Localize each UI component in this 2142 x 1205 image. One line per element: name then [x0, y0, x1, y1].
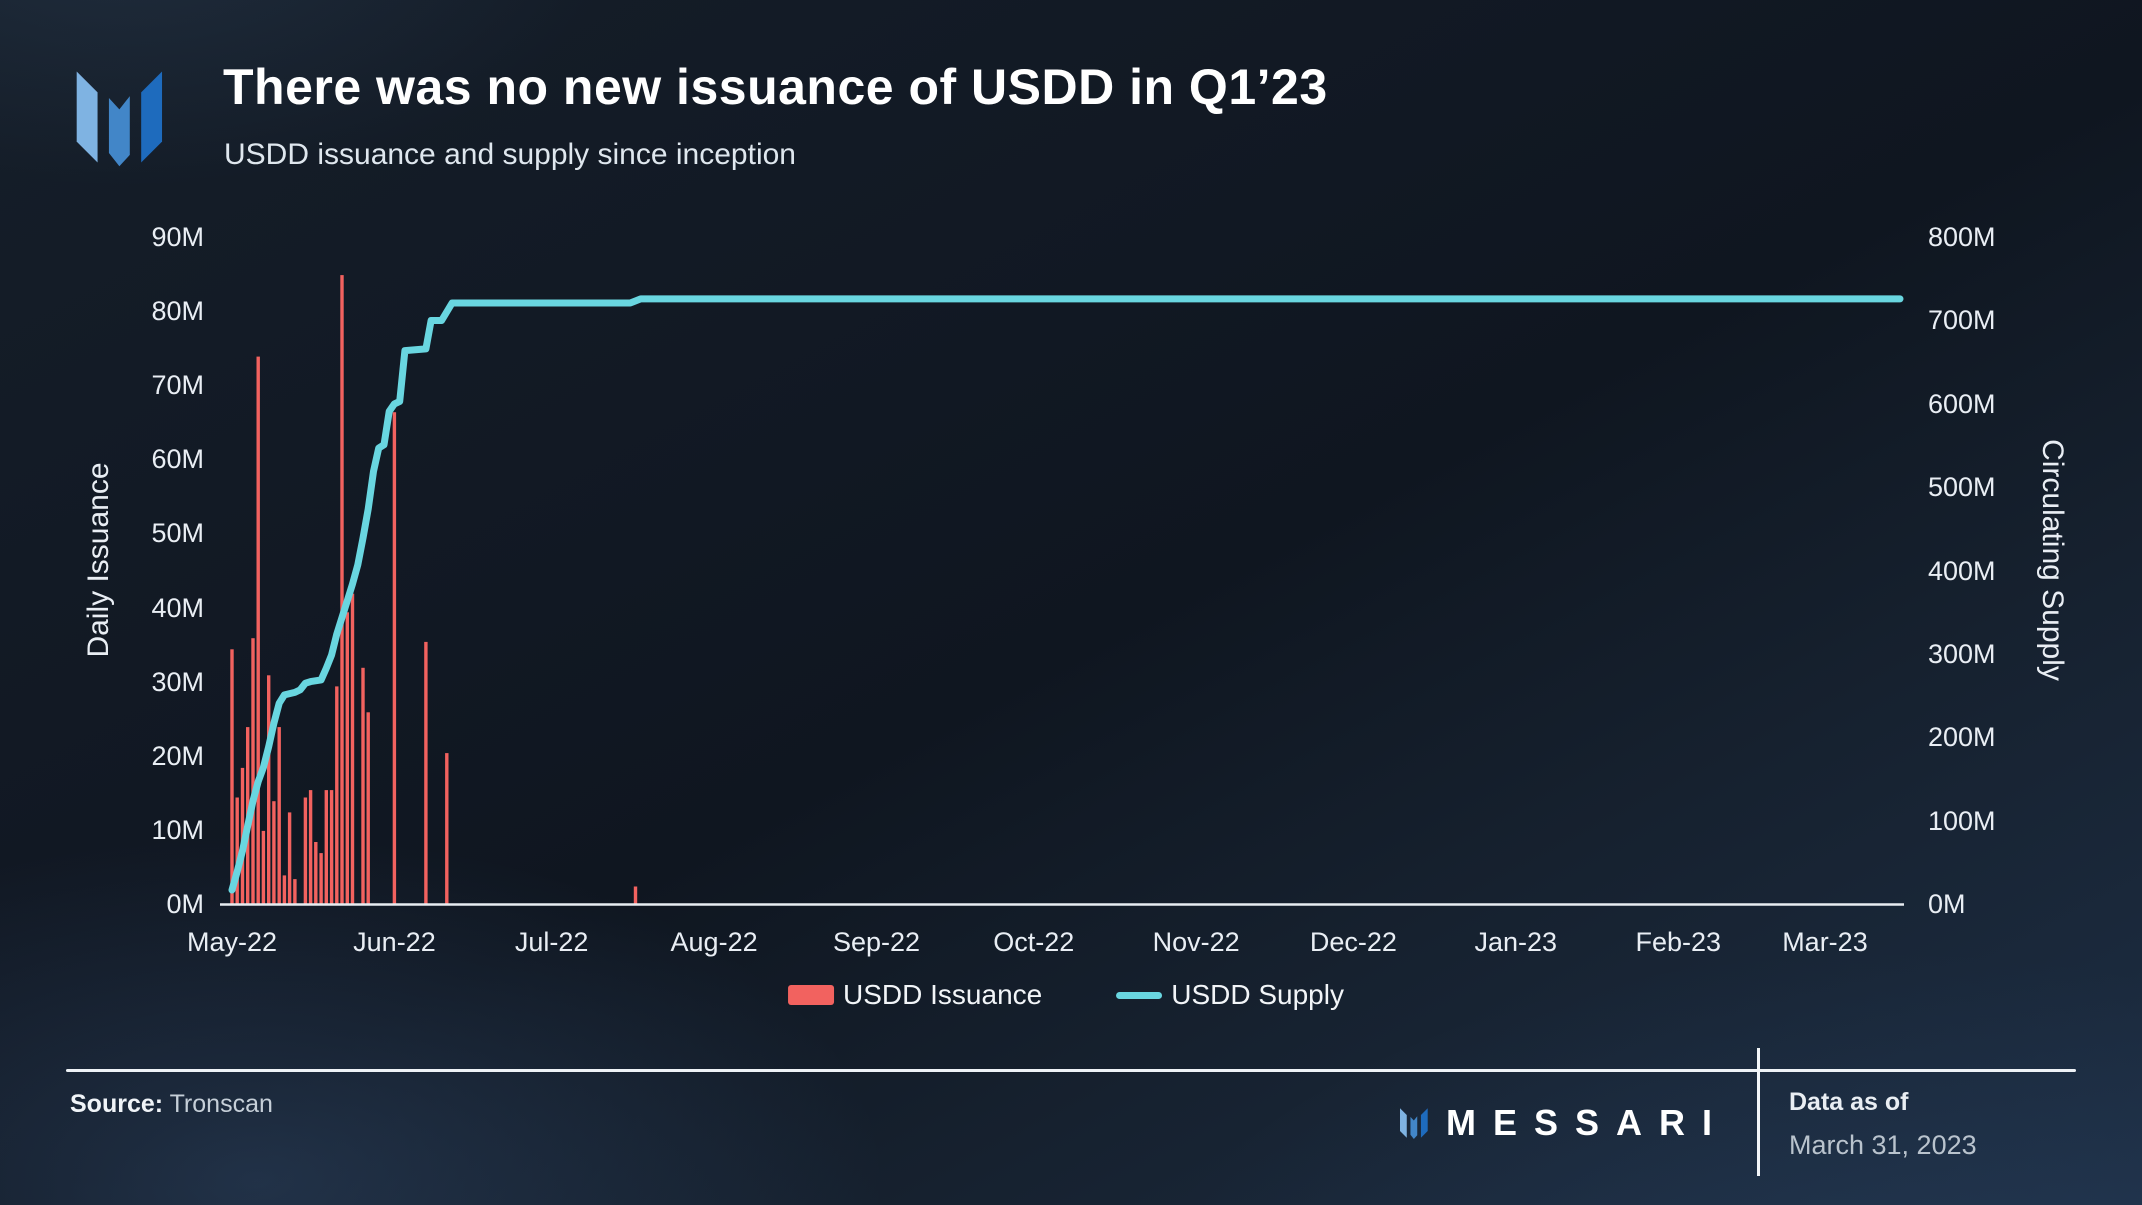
chart-legend: USDD Issuance USDD Supply: [788, 979, 1344, 1011]
source-note: Source: Tronscan: [70, 1090, 273, 1119]
left-tick-label: 80M: [151, 296, 204, 327]
left-tick-label: 70M: [151, 370, 204, 401]
issuance-bar: [366, 712, 370, 905]
footer-vertical-divider: [1757, 1048, 1760, 1176]
left-tick-label: 50M: [151, 518, 204, 549]
issuance-bar: [633, 886, 638, 905]
left-axis-ticks: 0M 10M 20M 30M 40M 50M 60M 70M 80M 90M: [0, 0, 204, 1205]
supply-line: [228, 295, 1904, 894]
issuance-bar: [235, 797, 239, 905]
issuance-bar: [324, 790, 328, 905]
left-tick-label: 40M: [151, 592, 204, 623]
x-tick-label: Aug-22: [670, 927, 758, 957]
x-tick-label: May-22: [186, 927, 278, 957]
issuance-bar: [350, 593, 355, 905]
messari-wordmark: MESSARI: [1446, 1102, 1730, 1143]
right-tick-label: 200M: [1928, 722, 1996, 753]
x-tick-label: Jul-22: [514, 927, 589, 957]
issuance-bar: [345, 612, 349, 905]
right-tick-label: 700M: [1928, 305, 1996, 336]
left-tick-label: 10M: [151, 814, 204, 845]
legend-item-supply: USDD Supply: [1116, 979, 1344, 1011]
x-tick-label: Oct-22: [993, 927, 1075, 957]
right-tick-label: 400M: [1928, 555, 1996, 586]
left-tick-label: 30M: [151, 666, 204, 697]
right-tick-label: 800M: [1928, 222, 1996, 252]
x-tick-label: Nov-22: [1152, 927, 1240, 957]
issuance-bar: [230, 649, 234, 905]
issuance-bar: [445, 753, 449, 905]
legend-supply-label: USDD Supply: [1171, 979, 1344, 1010]
messari-logo-icon: [76, 71, 163, 167]
x-tick-label: Dec-22: [1309, 927, 1397, 957]
data-as-of-label: Data as of: [1789, 1088, 1909, 1116]
source-value: Tronscan: [169, 1090, 273, 1118]
right-tick-label: 500M: [1928, 472, 1996, 503]
issuance-bar: [319, 853, 323, 905]
legend-issuance-label: USDD Issuance: [843, 979, 1043, 1010]
messari-logo-icon-small: [1400, 1108, 1428, 1139]
legend-item-issuance: USDD Issuance: [788, 979, 1042, 1011]
right-tick-label: 0M: [1928, 889, 1966, 919]
left-tick-label: 20M: [151, 740, 204, 771]
issuance-bar: [272, 801, 276, 905]
issuance-bar: [314, 842, 318, 905]
issuance-bar: [392, 412, 397, 905]
x-tick-label: Sep-22: [832, 927, 921, 957]
right-tick-label: 600M: [1928, 388, 1996, 419]
x-tick-label: Mar-23: [1782, 927, 1868, 957]
right-tick-label: 100M: [1928, 805, 1996, 836]
issuance-bar: [361, 667, 365, 905]
footer-divider-line: [66, 1069, 2076, 1072]
right-axis-ticks: 0M 100M 200M 300M 400M 500M 600M 700M 800M: [1928, 0, 2128, 1205]
left-tick-label: 60M: [151, 444, 204, 475]
page-title: There was no new issuance of USDD in Q1’…: [223, 59, 1328, 115]
page-subtitle: USDD issuance and supply since inception: [224, 138, 796, 171]
issuance-bar: [287, 812, 292, 905]
issuance-bar: [282, 875, 287, 905]
left-tick-label: 90M: [151, 222, 204, 252]
right-tick-label: 300M: [1928, 638, 1996, 669]
issuance-bar: [308, 790, 313, 905]
issuance-bar: [256, 356, 260, 906]
issuance-bar: [277, 727, 281, 905]
source-label: Source:: [70, 1090, 164, 1118]
left-tick-label: 0M: [166, 889, 204, 919]
x-tick-label: Feb-23: [1635, 927, 1722, 957]
x-tick-label: Jun-22: [353, 927, 436, 957]
issuance-bar: [340, 275, 344, 906]
issuance-bar: [293, 879, 297, 905]
issuance-bar: [261, 830, 266, 905]
messari-brand: MESSARI: [1400, 1102, 1729, 1144]
issuance-bar: [267, 675, 271, 905]
supply-swatch: [1116, 991, 1163, 999]
issuance-swatch: [788, 985, 835, 1005]
issuance-bar: [303, 797, 308, 905]
issuance-bar: [251, 638, 255, 905]
x-tick-label: Jan-23: [1474, 927, 1558, 957]
issuance-bar: [335, 686, 339, 905]
data-as-of-date: March 31, 2023: [1789, 1130, 1977, 1160]
issuance-bar: [424, 641, 428, 905]
issuance-bar: [329, 790, 334, 905]
